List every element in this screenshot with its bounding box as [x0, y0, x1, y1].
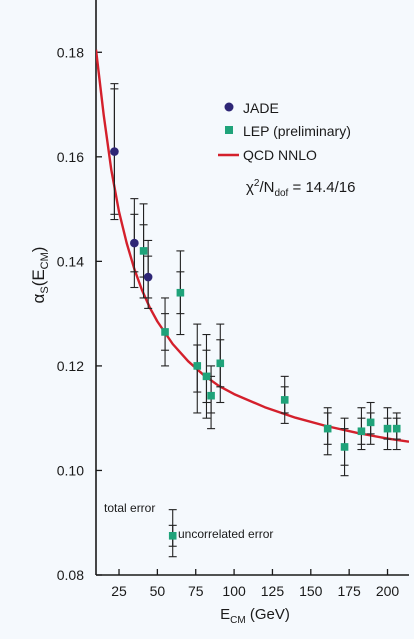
lep-point [207, 391, 215, 400]
lep-point [383, 424, 392, 433]
x-tick-label: 25 [111, 583, 127, 599]
qcd-nnlo-curve [96, 49, 409, 443]
chi2-chi: χ [246, 179, 254, 196]
legend-lep-label: LEP (preliminary) [243, 123, 351, 139]
x-tick-label: 100 [222, 583, 246, 599]
lep-point [280, 396, 289, 404]
y-tick-label: 0.08 [57, 567, 84, 583]
x-axis-label-main: E [220, 606, 230, 623]
y-tick-label: 0.16 [57, 149, 84, 165]
y-tick-label: 0.18 [57, 44, 84, 60]
jade-point [143, 272, 153, 282]
x-tick-label: 75 [188, 583, 204, 599]
chi2-rest: = 14.4/16 [288, 179, 355, 196]
lep-point [340, 443, 349, 451]
error-legend-point [168, 531, 177, 540]
total-error-label: total error [104, 501, 155, 515]
y-axis-label: αS(ECM) [29, 247, 51, 304]
lep-point [392, 424, 401, 433]
x-tick-label: 150 [299, 583, 323, 599]
jade-point [110, 147, 119, 156]
jade-point [130, 238, 139, 248]
x-axis-label-sub: CM [230, 615, 246, 626]
chi2-sub: dof [274, 188, 288, 199]
plot-frame [95, 0, 409, 576]
lep-point [193, 362, 202, 370]
legend: JADE LEP (preliminary) QCD NNLO χ2/Ndof … [218, 100, 356, 199]
legend-lep-marker [225, 126, 233, 134]
lep-point [216, 359, 225, 368]
uncorrelated-error-label: uncorrelated error [178, 527, 273, 541]
y-axis-label-close: ) [29, 247, 48, 253]
lep-point [139, 247, 148, 255]
legend-jade-label: JADE [243, 100, 279, 116]
x-tick-label: 125 [261, 583, 285, 599]
qcd-nnlo-curve-layer [96, 49, 409, 443]
y-tick-label: 0.10 [57, 462, 84, 478]
data-points-layer [110, 147, 401, 540]
y-axis: 0.08 0.10 0.12 0.14 0.16 0.18 [57, 44, 102, 583]
lep-point [357, 427, 366, 436]
x-tick-label: 200 [376, 583, 400, 599]
y-axis-label-sub1: S [39, 286, 51, 293]
legend-jade-marker [224, 102, 234, 112]
y-tick-label: 0.14 [57, 253, 84, 269]
lep-point [366, 418, 375, 427]
x-axis-label: ECM (GeV) [220, 606, 290, 626]
chi2-slash: /N [259, 179, 274, 196]
chi2-sup: 2 [254, 178, 260, 189]
y-axis-label-sub2: CM [39, 252, 51, 269]
lep-point [202, 372, 211, 381]
lep-point [176, 288, 185, 297]
x-tick-label: 50 [150, 583, 166, 599]
x-tick-label: 175 [337, 583, 361, 599]
y-tick-label: 0.12 [57, 358, 84, 374]
lep-point [323, 424, 332, 433]
legend-qcd-label: QCD NNLO [243, 147, 317, 163]
x-axis: 25 50 75 100 125 150 175 200 [111, 569, 399, 599]
chi2-annotation: χ2/Ndof = 14.4/16 [246, 178, 356, 199]
lep-point [161, 328, 169, 336]
x-axis-label-unit: (GeV) [246, 606, 290, 623]
y-axis-label-main: α [29, 293, 48, 303]
y-axis-label-open: (E [29, 269, 48, 286]
